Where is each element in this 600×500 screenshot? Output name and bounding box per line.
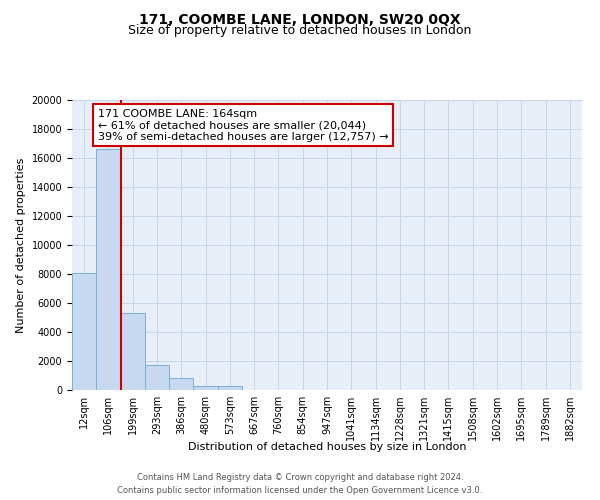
Bar: [121, 313, 145, 390]
Bar: [72, 272, 96, 390]
Bar: [169, 378, 193, 390]
Y-axis label: Number of detached properties: Number of detached properties: [16, 158, 26, 332]
Bar: [218, 386, 242, 390]
Text: 171, COOMBE LANE, LONDON, SW20 0QX: 171, COOMBE LANE, LONDON, SW20 0QX: [139, 12, 461, 26]
Bar: [145, 364, 169, 390]
Text: Size of property relative to detached houses in London: Size of property relative to detached ho…: [128, 24, 472, 37]
Text: Distribution of detached houses by size in London: Distribution of detached houses by size …: [188, 442, 466, 452]
Bar: [96, 150, 121, 390]
Bar: [193, 386, 218, 390]
Text: Contains HM Land Registry data © Crown copyright and database right 2024.
Contai: Contains HM Land Registry data © Crown c…: [118, 474, 482, 495]
Text: 171 COOMBE LANE: 164sqm
← 61% of detached houses are smaller (20,044)
39% of sem: 171 COOMBE LANE: 164sqm ← 61% of detache…: [97, 108, 388, 142]
